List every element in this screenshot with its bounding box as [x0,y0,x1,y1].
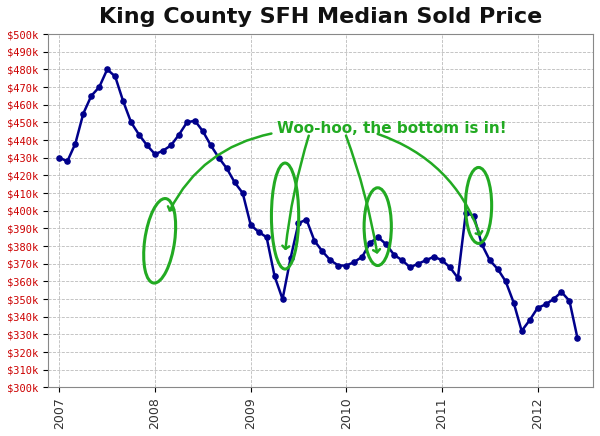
Point [246,221,256,228]
Point [134,131,144,138]
Point [397,257,407,264]
Point [86,92,96,99]
Point [382,241,391,248]
Point [557,289,566,296]
Point [421,257,431,264]
Point [174,131,184,138]
Point [373,234,383,241]
Point [79,110,88,117]
Point [445,264,455,271]
Point [262,234,271,241]
Title: King County SFH Median Sold Price: King County SFH Median Sold Price [99,7,542,27]
Point [198,128,208,135]
Point [469,213,479,220]
Point [365,239,375,246]
Point [166,142,176,149]
Point [493,266,503,272]
Point [334,262,343,269]
Point [565,297,574,304]
Point [341,262,351,269]
Point [477,241,487,248]
Point [429,253,439,260]
Point [317,248,327,255]
Point [71,140,80,147]
Point [206,142,215,149]
Point [310,237,319,244]
Point [110,73,120,80]
Point [278,296,287,303]
Point [190,117,200,124]
Point [270,272,280,279]
Point [238,190,248,197]
Point [501,278,511,285]
Point [326,257,335,264]
Point [541,301,550,308]
Point [94,84,104,91]
Point [485,257,494,264]
Point [214,154,224,161]
Point [142,142,152,149]
Point [358,253,367,260]
Point [182,119,192,126]
Point [509,299,518,306]
Point [302,216,311,223]
Point [349,259,359,266]
Point [103,66,112,73]
Point [55,154,64,161]
Point [222,165,232,172]
Point [517,327,526,334]
Point [118,98,128,105]
Point [230,179,239,186]
Point [549,296,559,303]
Point [533,304,542,311]
Point [453,274,463,281]
Point [150,151,160,158]
Point [572,334,582,341]
Point [461,209,470,216]
Point [405,264,415,271]
Point [158,147,168,154]
Text: Woo-hoo, the bottom is in!: Woo-hoo, the bottom is in! [277,121,506,136]
Point [286,255,295,262]
Point [254,228,263,235]
Point [293,220,303,227]
Point [62,158,72,165]
Point [127,119,136,126]
Point [437,257,447,264]
Point [525,317,535,324]
Point [389,252,399,259]
Point [413,260,423,267]
